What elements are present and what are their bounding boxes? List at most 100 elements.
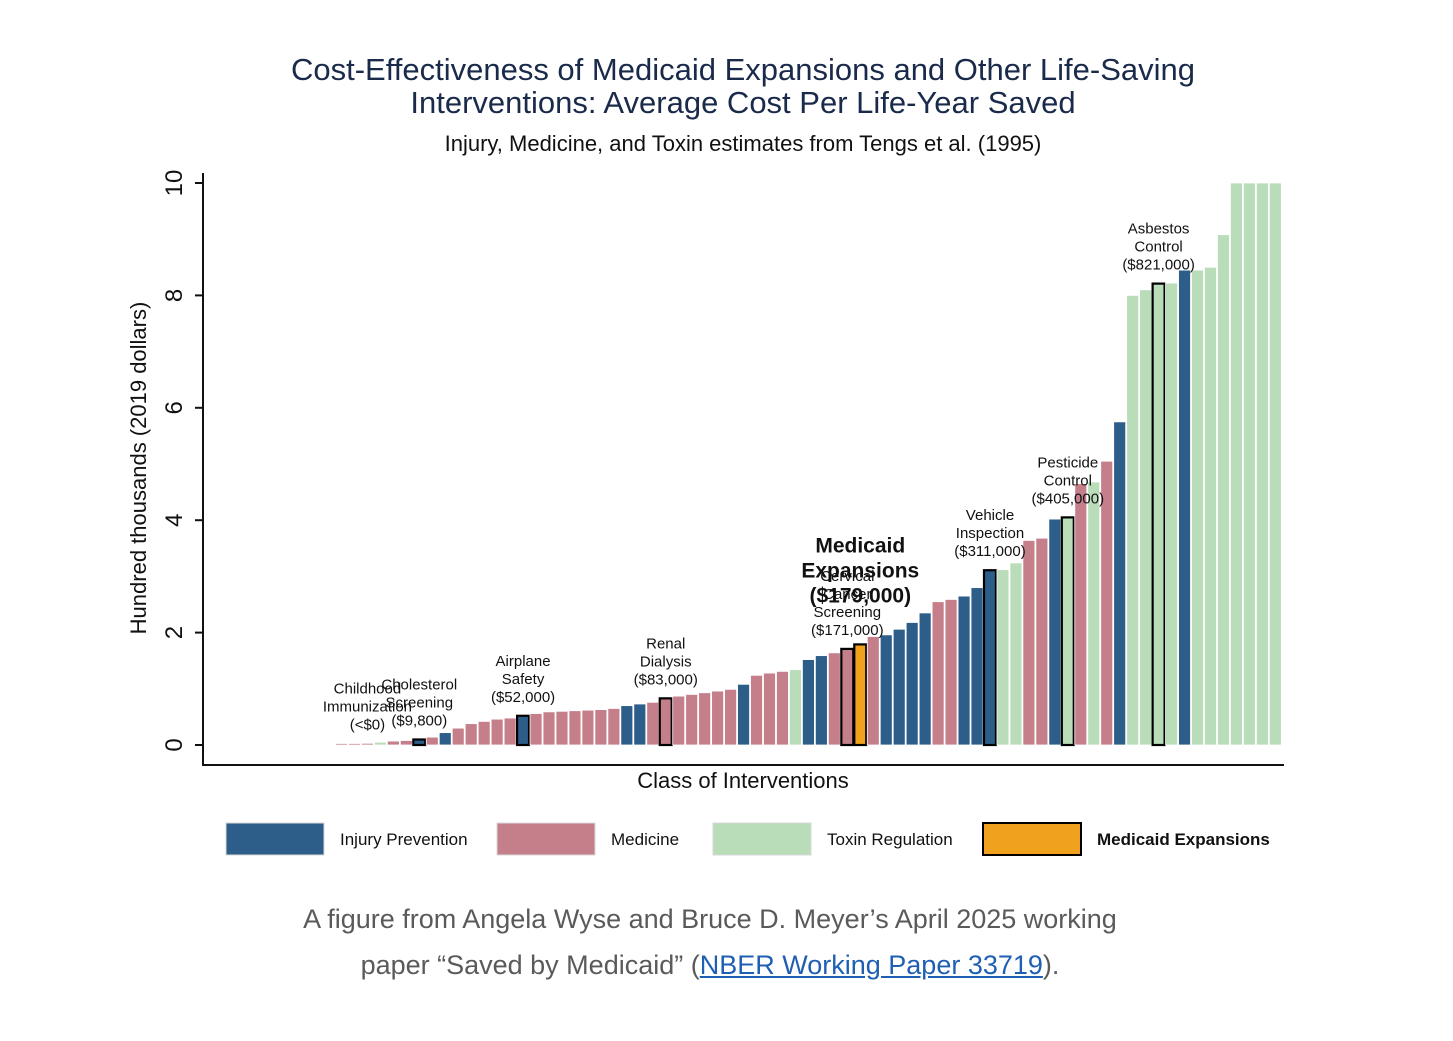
figure-caption: A figure from Angela Wyse and Bruce D. M… bbox=[290, 896, 1130, 988]
annotation-label: Cervical bbox=[820, 568, 874, 585]
bar bbox=[412, 738, 427, 747]
annotation-label: Control bbox=[1134, 239, 1182, 256]
annotation-label: ($52,000) bbox=[491, 689, 555, 706]
bar bbox=[763, 672, 776, 746]
bar bbox=[386, 740, 400, 746]
annotation-label: Inspection bbox=[956, 525, 1024, 542]
bar bbox=[879, 634, 893, 746]
annotation-label: Cholesterol bbox=[381, 676, 457, 693]
bar bbox=[957, 595, 971, 746]
bar bbox=[425, 736, 439, 746]
legend-swatch bbox=[982, 822, 1082, 856]
annotation-label: (<$0) bbox=[350, 716, 385, 733]
y-ticks-layer: 0 2 4 6 8 10 bbox=[161, 170, 203, 752]
bar bbox=[970, 587, 984, 746]
bar bbox=[1009, 562, 1023, 746]
bar bbox=[1255, 182, 1269, 746]
annotation-label: Medicaid bbox=[815, 534, 905, 557]
axes-layer bbox=[202, 173, 1284, 766]
bar bbox=[374, 741, 387, 746]
annotation-label: ($83,000) bbox=[634, 671, 698, 688]
bar bbox=[542, 711, 556, 746]
annotation-label: Vehicle bbox=[966, 507, 1014, 524]
annotation-label: Control bbox=[1044, 472, 1092, 489]
legend-label: Injury Prevention bbox=[340, 830, 468, 849]
legend-swatch bbox=[496, 822, 596, 856]
annotation-label: Safety bbox=[502, 671, 545, 688]
bar bbox=[555, 710, 569, 746]
annotation-label: Screening bbox=[386, 694, 454, 711]
annotation-label: Airplane bbox=[496, 653, 551, 670]
legend-swatch bbox=[712, 822, 812, 856]
bar bbox=[996, 569, 1010, 746]
annotation-label: Asbestos bbox=[1128, 221, 1190, 238]
annotation-label: ($9,800) bbox=[391, 712, 447, 729]
bar bbox=[633, 703, 647, 746]
y-axis-label: Hundred thousands (2019 dollars) bbox=[126, 302, 151, 635]
bar bbox=[620, 705, 634, 746]
caption-text-end: ). bbox=[1042, 950, 1060, 980]
chart-title-line-2: Interventions: Average Cost Per Life-Yea… bbox=[410, 85, 1075, 120]
y-tick-label: 4 bbox=[161, 514, 188, 527]
caption-link[interactable]: NBER Working Paper 33719 bbox=[699, 950, 1043, 980]
bar bbox=[529, 713, 543, 746]
bar bbox=[827, 652, 841, 746]
bar bbox=[840, 647, 855, 747]
annotation-label: Dialysis bbox=[640, 653, 692, 670]
bar bbox=[905, 622, 919, 746]
chart-subtitle: Injury, Medicine, and Toxin estimates fr… bbox=[445, 131, 1042, 156]
bar bbox=[982, 569, 998, 747]
bar bbox=[1035, 537, 1049, 746]
bar bbox=[750, 674, 763, 746]
annotation-label: Immunization bbox=[323, 698, 412, 715]
bar bbox=[698, 692, 712, 746]
y-tick-label: 8 bbox=[161, 289, 188, 302]
bar bbox=[1060, 516, 1075, 747]
bar bbox=[931, 601, 945, 746]
bar bbox=[1022, 540, 1036, 746]
bar bbox=[361, 742, 374, 746]
bar bbox=[1268, 182, 1282, 746]
caption-text: A figure from Angela Wyse and Bruce D. M… bbox=[303, 904, 1117, 980]
bar bbox=[685, 694, 699, 746]
annotation-label: Pesticide bbox=[1037, 454, 1098, 471]
y-tick-label: 6 bbox=[161, 401, 188, 414]
bar bbox=[515, 714, 531, 747]
bars-layer bbox=[335, 182, 1282, 747]
annotation-label: Expansions bbox=[801, 559, 919, 582]
bar bbox=[1178, 269, 1191, 746]
annotation-label: ($171,000) bbox=[811, 622, 884, 639]
bar bbox=[1048, 518, 1062, 746]
bar bbox=[594, 709, 608, 746]
chart-figure: Cost-Effectiveness of Medicaid Expansion… bbox=[126, 52, 1284, 856]
bar bbox=[1126, 294, 1140, 746]
bar bbox=[581, 709, 595, 746]
bar bbox=[814, 655, 828, 746]
annotation-label: ($405,000) bbox=[1032, 490, 1105, 507]
bar bbox=[802, 659, 815, 746]
legend-swatch bbox=[225, 822, 325, 856]
bar bbox=[503, 717, 517, 746]
annotation-label: ($311,000) bbox=[954, 543, 1025, 560]
annotation-label: ($821,000) bbox=[1122, 257, 1195, 274]
chart-svg: Cost-Effectiveness of Medicaid Expansion… bbox=[126, 52, 1284, 856]
bar bbox=[1230, 182, 1243, 746]
bar bbox=[1074, 483, 1088, 746]
y-tick-label: 0 bbox=[161, 738, 188, 751]
x-axis-label: Class of Interventions bbox=[637, 768, 849, 793]
legend: Injury Prevention Medicine Toxin Regulatio… bbox=[225, 822, 1270, 856]
y-tick-label: 2 bbox=[161, 626, 188, 639]
bar bbox=[1151, 282, 1166, 747]
annotation-label: ($179,000) bbox=[809, 584, 911, 607]
bar bbox=[1165, 282, 1178, 746]
bar bbox=[658, 697, 673, 747]
bar bbox=[776, 670, 789, 746]
bar bbox=[348, 743, 361, 746]
annotation-label: Childhood bbox=[334, 680, 402, 697]
chart-title-line-1: Cost-Effectiveness of Medicaid Expansion… bbox=[291, 52, 1195, 87]
bar bbox=[1100, 460, 1114, 746]
bar bbox=[918, 612, 932, 746]
bar bbox=[451, 727, 465, 746]
bar bbox=[607, 708, 621, 746]
